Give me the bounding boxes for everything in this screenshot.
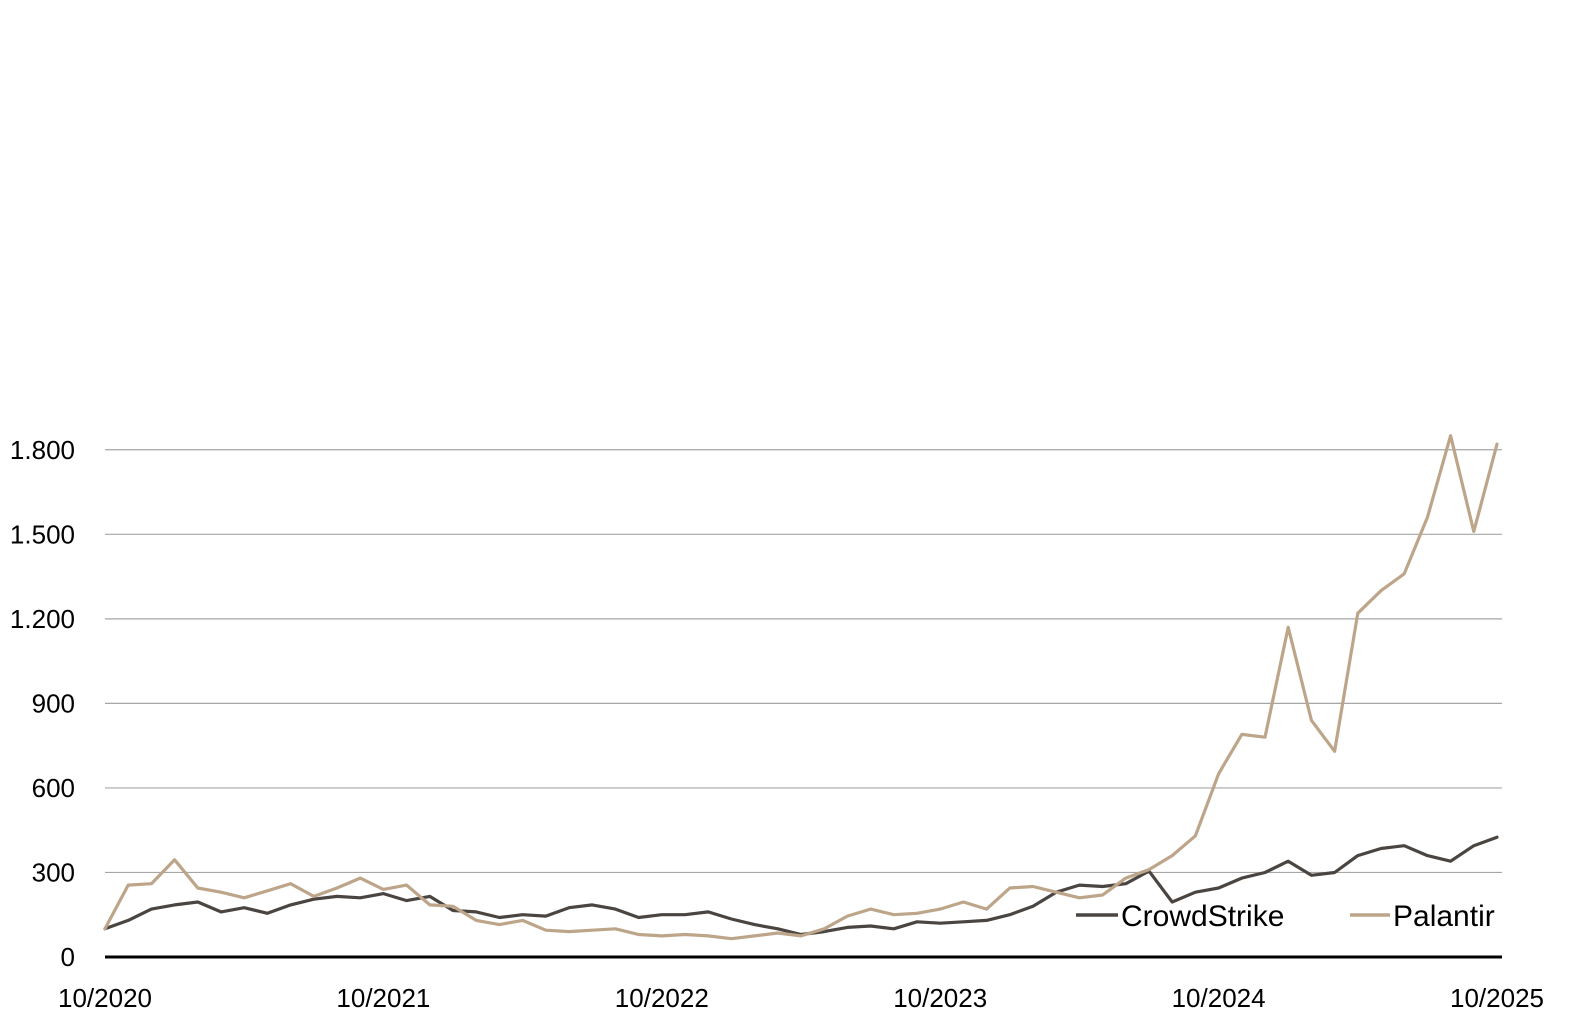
legend-label-crowdstrike: CrowdStrike — [1121, 900, 1284, 933]
y-tick-label: 600 — [32, 773, 75, 803]
gridlines — [105, 449, 1502, 874]
y-tick-label: 1.500 — [10, 519, 75, 549]
series-lines — [103, 434, 1499, 941]
y-tick-label: 1.200 — [10, 604, 75, 634]
legend: CrowdStrike Palantir — [1076, 900, 1495, 933]
x-tick-label: 10/2021 — [336, 983, 430, 1013]
x-tick-label: 10/2023 — [893, 983, 987, 1013]
y-tick-label: 0 — [61, 942, 75, 972]
series-line-palantir — [103, 434, 1499, 941]
x-tick-label: 10/2022 — [615, 983, 709, 1013]
y-tick-label: 300 — [32, 857, 75, 887]
x-tick-label: 10/2020 — [58, 983, 152, 1013]
y-axis-labels: 0 300 600 900 1.200 1.500 1.800 — [10, 435, 75, 972]
y-tick-label: 1.800 — [10, 435, 75, 465]
x-tick-label: 10/2024 — [1172, 983, 1266, 1013]
x-axis-labels: 10/2020 10/2021 10/2022 10/2023 10/2024 10/20… — [58, 983, 1544, 1013]
y-tick-label: 900 — [32, 688, 75, 718]
series-line-crowdstrike — [103, 835, 1499, 937]
legend-label-palantir: Palantir — [1393, 900, 1495, 933]
x-tick-label: 10/2025 — [1450, 983, 1544, 1013]
